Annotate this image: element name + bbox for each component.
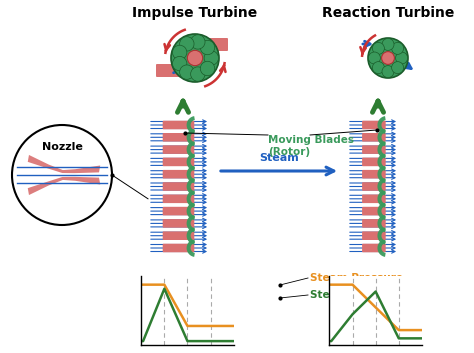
FancyBboxPatch shape [362,219,386,228]
Text: Reaction Turbine: Reaction Turbine [322,6,454,20]
Text: Impulse Turbine: Impulse Turbine [132,6,258,20]
Polygon shape [28,155,100,173]
FancyBboxPatch shape [163,195,194,203]
Circle shape [201,40,215,55]
FancyBboxPatch shape [163,145,194,154]
Polygon shape [377,239,386,257]
Circle shape [382,38,394,50]
Polygon shape [377,116,386,134]
FancyBboxPatch shape [362,244,386,252]
FancyBboxPatch shape [163,219,194,228]
Circle shape [191,35,205,49]
Circle shape [368,52,381,64]
Circle shape [373,42,384,54]
FancyBboxPatch shape [362,133,386,142]
Circle shape [382,52,394,64]
FancyBboxPatch shape [362,182,386,191]
Text: Moving Blades
(Rotor): Moving Blades (Rotor) [268,135,354,157]
Polygon shape [28,177,100,195]
Polygon shape [377,165,386,183]
Polygon shape [187,116,195,134]
Text: Steam Pressure: Steam Pressure [310,273,403,283]
Polygon shape [377,202,386,220]
Polygon shape [187,165,195,183]
FancyBboxPatch shape [163,232,194,240]
Polygon shape [377,227,386,245]
Text: Steam: Steam [259,153,299,163]
Circle shape [396,52,408,64]
Polygon shape [187,178,195,196]
Polygon shape [187,128,195,146]
FancyBboxPatch shape [163,244,194,252]
Circle shape [180,65,194,79]
Polygon shape [187,190,195,208]
Polygon shape [187,239,195,257]
Polygon shape [377,153,386,171]
Polygon shape [377,215,386,232]
Polygon shape [187,202,195,220]
FancyBboxPatch shape [163,133,194,142]
FancyBboxPatch shape [163,170,194,179]
Polygon shape [377,178,386,196]
Polygon shape [377,141,386,158]
Polygon shape [187,215,195,232]
Polygon shape [377,190,386,208]
FancyBboxPatch shape [362,121,386,129]
FancyBboxPatch shape [362,232,386,240]
Text: Nozzle: Nozzle [42,143,82,152]
FancyBboxPatch shape [156,64,180,77]
Circle shape [204,51,219,65]
Circle shape [191,67,205,81]
FancyBboxPatch shape [362,170,386,179]
Polygon shape [187,153,195,171]
FancyBboxPatch shape [362,157,386,166]
Circle shape [173,45,187,60]
FancyBboxPatch shape [163,182,194,191]
Circle shape [173,56,187,71]
Circle shape [180,37,194,51]
FancyBboxPatch shape [163,157,194,166]
FancyBboxPatch shape [362,145,386,154]
Polygon shape [377,128,386,146]
Circle shape [201,61,215,76]
Circle shape [392,62,404,74]
Circle shape [368,38,408,78]
Circle shape [392,42,404,54]
FancyBboxPatch shape [204,38,228,51]
Polygon shape [187,141,195,158]
Circle shape [382,66,394,78]
FancyBboxPatch shape [163,207,194,215]
FancyBboxPatch shape [163,121,194,129]
FancyBboxPatch shape [362,195,386,203]
Circle shape [171,34,219,82]
Circle shape [373,62,384,74]
Circle shape [187,50,203,66]
FancyBboxPatch shape [362,207,386,215]
Text: Steam Velocity: Steam Velocity [310,290,398,300]
Polygon shape [187,227,195,245]
Circle shape [12,125,112,225]
